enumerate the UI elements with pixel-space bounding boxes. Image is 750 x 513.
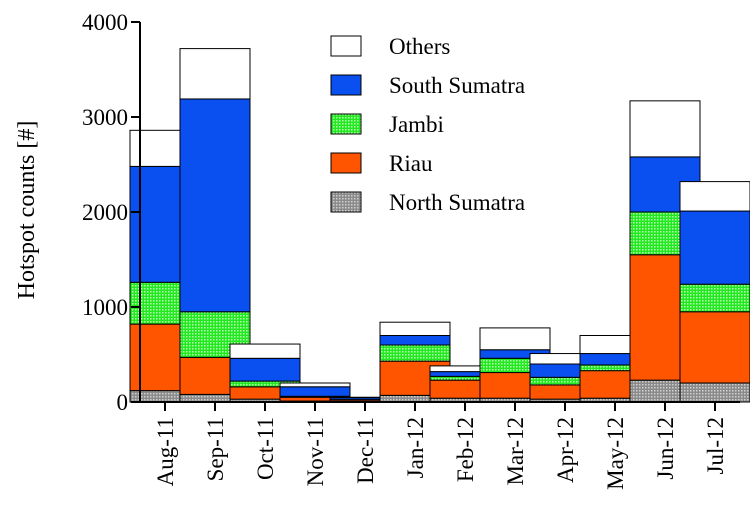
- bar-south-sumatra-sep-11: [179, 98, 251, 313]
- y-tick-label: 2000: [82, 200, 128, 225]
- legend-swatch-jambi: [330, 113, 362, 135]
- x-tick-label: May-12: [603, 417, 628, 490]
- bar-others-nov-11: [279, 382, 351, 388]
- y-tick-label: 4000: [82, 10, 128, 35]
- y-tick-label: 3000: [82, 105, 128, 130]
- legend-label-south-sumatra: South Sumatra: [389, 73, 525, 98]
- legend: Others South Sumatra Jambi Riau North Sumatr…: [330, 34, 525, 215]
- legend-swatch-north-sumatra: [330, 191, 362, 213]
- x-tick-label: Nov-11: [303, 417, 328, 486]
- bar-south-sumatra-nov-11: [279, 386, 351, 397]
- bar-riau-jul-12: [679, 311, 750, 384]
- x-tick-label: Jan-12: [403, 417, 428, 478]
- x-tick-label: Jul-12: [703, 417, 728, 475]
- x-tick-label: Dec-11: [353, 417, 378, 484]
- plot-area: 0 1000 2000 3000 4000 Aug-11 Sep-11 Oct-11 Nov-1…: [82, 10, 750, 490]
- x-tick-label: Oct-11: [253, 417, 278, 480]
- x-tick-label: Feb-12: [453, 417, 478, 482]
- legend-swatch-south-sumatra: [330, 74, 362, 96]
- legend-label-others: Others: [389, 34, 450, 59]
- legend-label-jambi: Jambi: [389, 112, 444, 137]
- bar-south-sumatra-oct-11: [229, 357, 301, 382]
- bar-others-jul-12: [679, 181, 750, 212]
- y-tick-label: 1000: [82, 295, 128, 320]
- x-tick-label: Mar-12: [503, 417, 528, 486]
- x-tick-label: Jun-12: [653, 417, 678, 480]
- bar-others-jun-12: [629, 100, 701, 158]
- bar-jambi-jan-12: [379, 344, 451, 362]
- bar-south-sumatra-jan-12: [379, 335, 451, 346]
- bar-south-sumatra-jul-12: [679, 210, 750, 285]
- bar-jambi-jul-12: [679, 283, 750, 313]
- x-tick-label: Apr-12: [553, 417, 578, 483]
- legend-swatch-riau: [330, 152, 362, 174]
- legend-label-riau: Riau: [389, 151, 433, 176]
- legend-swatch-others: [330, 35, 362, 57]
- bar-others-sep-11: [179, 48, 251, 100]
- x-tick-label: Sep-11: [203, 417, 228, 481]
- legend-label-north-sumatra: North Sumatra: [389, 190, 525, 215]
- bar-others-mar-12: [479, 327, 551, 351]
- bar-north-sumatra-jul-12: [679, 382, 750, 403]
- x-tick-label: Aug-11: [153, 417, 178, 486]
- bar-others-jan-12: [379, 321, 451, 337]
- y-axis-title: Hotspot counts [#]: [14, 121, 40, 300]
- bar-others-oct-11: [229, 343, 301, 359]
- y-tick-label: 0: [117, 390, 129, 415]
